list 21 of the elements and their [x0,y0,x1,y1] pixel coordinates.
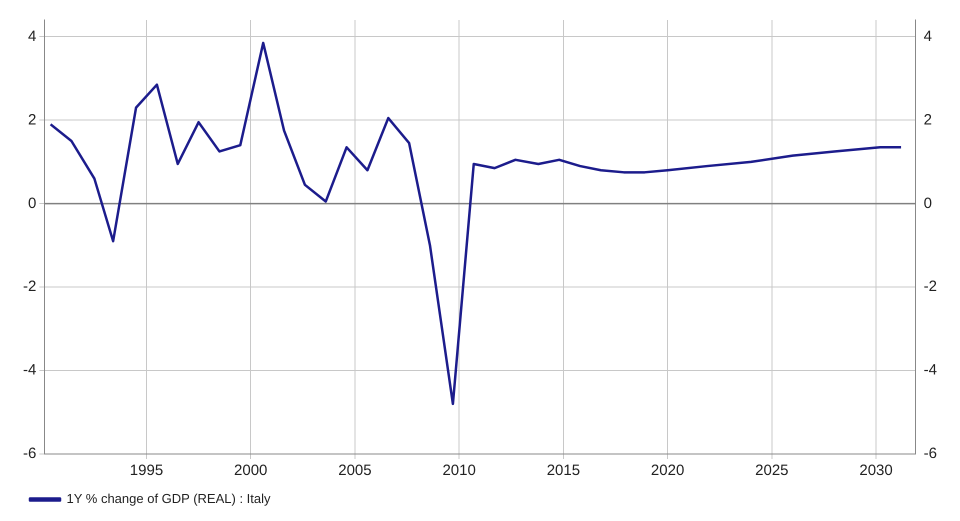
x-tick-label: 2000 [234,462,268,480]
y2-tick-label: -2 [924,278,938,296]
x-tick-label: 2020 [650,462,684,480]
x-tick-label: 2015 [546,462,580,480]
x-tick-label: 2025 [755,462,789,480]
y-tick-label: -6 [22,445,36,462]
y2-tick-label: 0 [924,194,932,212]
y2-tick-label: -4 [924,362,938,379]
y-tick-label: 4 [28,28,36,45]
x-tick-label: 2005 [338,462,372,480]
legend-label: 1Y % change of GDP (REAL) : Italy [66,491,272,506]
y2-tick-label: 2 [924,111,932,128]
y2-tick-label: 4 [924,28,932,45]
y-tick-label: 2 [28,111,36,128]
y-tick-label: -2 [22,278,36,296]
x-tick-label: 1995 [130,462,164,480]
y-tick-label: -4 [22,362,36,379]
y-tick-label: 0 [28,194,36,212]
y2-tick-label: -6 [924,445,938,462]
x-tick-label: 2010 [442,462,476,480]
x-tick-label: 2030 [859,462,893,480]
